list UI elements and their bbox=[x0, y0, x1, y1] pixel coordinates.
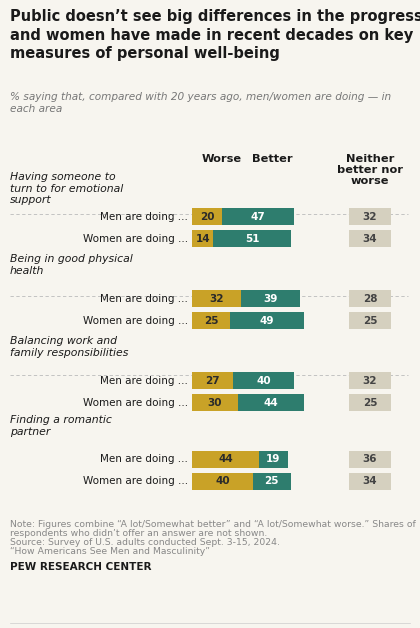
Text: Worse: Worse bbox=[202, 154, 242, 164]
Bar bbox=[192, 394, 238, 411]
Text: 34: 34 bbox=[363, 477, 377, 487]
Bar bbox=[192, 290, 241, 307]
Text: 20: 20 bbox=[200, 212, 215, 222]
Text: Having someone to
turn to for emotional
support: Having someone to turn to for emotional … bbox=[10, 172, 123, 205]
Text: 27: 27 bbox=[205, 376, 220, 386]
Text: 36: 36 bbox=[363, 455, 377, 465]
Text: Being in good physical
health: Being in good physical health bbox=[10, 254, 133, 276]
Bar bbox=[349, 372, 391, 389]
Text: 40: 40 bbox=[256, 376, 271, 386]
Text: 49: 49 bbox=[260, 315, 275, 325]
Bar bbox=[192, 372, 233, 389]
Text: 39: 39 bbox=[263, 293, 278, 303]
Text: % saying that, compared with 20 years ago, men/women are doing — in
each area: % saying that, compared with 20 years ag… bbox=[10, 92, 391, 114]
Bar bbox=[192, 230, 213, 247]
Text: Men are doing ...: Men are doing ... bbox=[100, 455, 188, 465]
Text: 51: 51 bbox=[245, 234, 259, 244]
Text: Men are doing ...: Men are doing ... bbox=[100, 293, 188, 303]
Text: Source: Survey of U.S. adults conducted Sept. 3-15, 2024.: Source: Survey of U.S. adults conducted … bbox=[10, 538, 280, 547]
Text: 14: 14 bbox=[195, 234, 210, 244]
Text: Balancing work and
family responsibilities: Balancing work and family responsibiliti… bbox=[10, 336, 129, 357]
Text: Better: Better bbox=[252, 154, 292, 164]
Text: 25: 25 bbox=[204, 315, 218, 325]
Text: 25: 25 bbox=[265, 477, 279, 487]
Text: 32: 32 bbox=[363, 376, 377, 386]
Text: Women are doing ...: Women are doing ... bbox=[83, 234, 188, 244]
Text: 44: 44 bbox=[264, 398, 278, 408]
Bar bbox=[238, 394, 304, 411]
Bar bbox=[349, 451, 391, 468]
Bar bbox=[241, 290, 300, 307]
Text: respondents who didn’t offer an answer are not shown.: respondents who didn’t offer an answer a… bbox=[10, 529, 267, 538]
Bar bbox=[349, 473, 391, 490]
Text: 25: 25 bbox=[363, 398, 377, 408]
Text: 32: 32 bbox=[363, 212, 377, 222]
Bar bbox=[349, 208, 391, 225]
Bar bbox=[213, 230, 291, 247]
Text: 47: 47 bbox=[251, 212, 265, 222]
Text: Women are doing ...: Women are doing ... bbox=[83, 315, 188, 325]
Text: Men are doing ...: Men are doing ... bbox=[100, 376, 188, 386]
Text: 40: 40 bbox=[215, 477, 230, 487]
Bar bbox=[349, 312, 391, 329]
Bar bbox=[253, 473, 291, 490]
Bar bbox=[259, 451, 288, 468]
Text: Neither
better nor
worse: Neither better nor worse bbox=[337, 154, 403, 187]
Text: Women are doing ...: Women are doing ... bbox=[83, 477, 188, 487]
Text: 44: 44 bbox=[218, 455, 233, 465]
Text: Finding a romantic
partner: Finding a romantic partner bbox=[10, 415, 112, 436]
Text: 34: 34 bbox=[363, 234, 377, 244]
Text: PEW RESEARCH CENTER: PEW RESEARCH CENTER bbox=[10, 562, 152, 572]
Bar bbox=[223, 208, 294, 225]
Text: 19: 19 bbox=[266, 455, 281, 465]
Text: Note: Figures combine “A lot/Somewhat better” and “A lot/Somewhat worse.” Shares: Note: Figures combine “A lot/Somewhat be… bbox=[10, 520, 416, 529]
Text: 32: 32 bbox=[209, 293, 223, 303]
Bar bbox=[192, 473, 253, 490]
Bar bbox=[230, 312, 304, 329]
Bar bbox=[192, 208, 223, 225]
Text: Men are doing ...: Men are doing ... bbox=[100, 212, 188, 222]
Bar bbox=[192, 312, 230, 329]
Text: Women are doing ...: Women are doing ... bbox=[83, 398, 188, 408]
Bar bbox=[349, 230, 391, 247]
Bar bbox=[349, 290, 391, 307]
Text: Public doesn’t see big differences in the progress men
and women have made in re: Public doesn’t see big differences in th… bbox=[10, 9, 420, 61]
Text: 30: 30 bbox=[207, 398, 222, 408]
Text: 25: 25 bbox=[363, 315, 377, 325]
Bar bbox=[192, 451, 259, 468]
Text: 28: 28 bbox=[363, 293, 377, 303]
Bar bbox=[233, 372, 294, 389]
Bar bbox=[349, 394, 391, 411]
Text: “How Americans See Men and Masculinity”: “How Americans See Men and Masculinity” bbox=[10, 547, 210, 556]
